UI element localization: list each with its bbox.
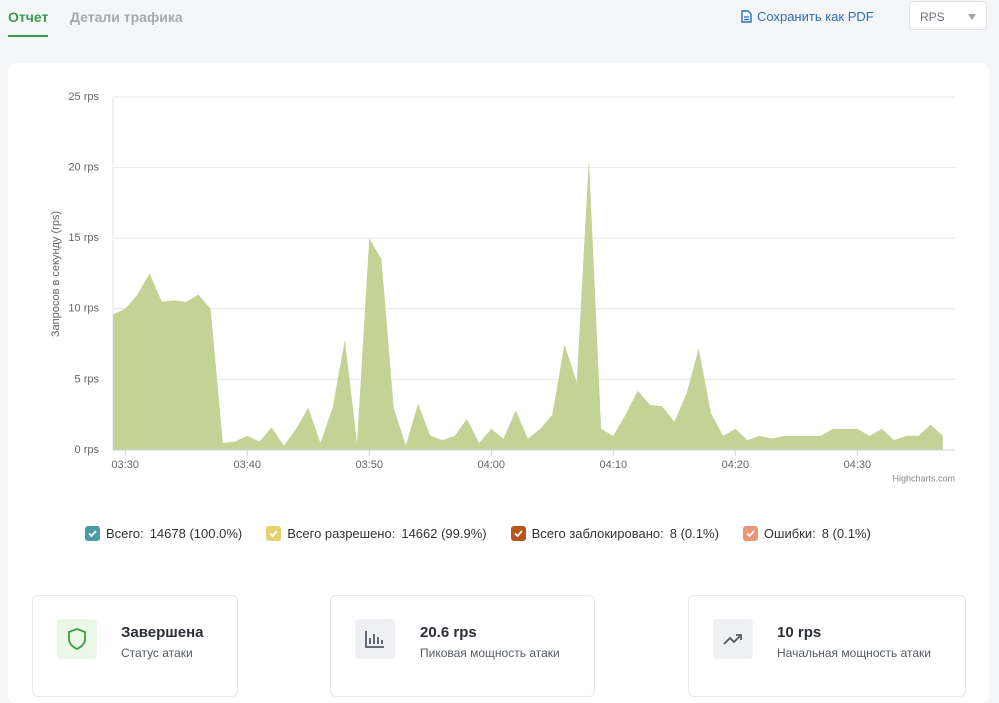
pdf-icon — [741, 10, 752, 23]
legend-label: Всего заблокировано: — [531, 526, 664, 541]
legend-item[interactable]: Всего: 14678 (100.0%) — [85, 526, 242, 541]
y-tick-label: 15 rps — [68, 232, 99, 244]
y-tick-label: 10 rps — [68, 303, 99, 315]
legend-label: Всего разрешено: — [287, 526, 396, 541]
trend-icon — [713, 619, 753, 659]
x-tick-label: 04:20 — [722, 459, 750, 471]
y-tick-label: 0 rps — [75, 444, 100, 456]
x-tick-label: 04:10 — [600, 459, 628, 471]
x-tick-label: 03:30 — [111, 459, 139, 471]
legend-label: Всего: — [106, 526, 144, 541]
legend-item[interactable]: Всего разрешено: 14662 (99.9%) — [266, 526, 487, 541]
stat-label: Начальная мощность атаки — [777, 646, 931, 660]
legend-value: 8 (0.1%) — [821, 526, 871, 541]
y-tick-label: 20 rps — [68, 162, 99, 174]
area — [113, 159, 943, 451]
legend-checkbox — [742, 526, 758, 541]
stat-label: Статус атаки — [121, 646, 193, 660]
check — [746, 530, 755, 538]
check — [269, 530, 278, 538]
stat-card: 10 rps Начальная мощность атаки — [688, 595, 966, 697]
metric-select[interactable]: RPS — [909, 1, 987, 30]
stat-card: 20.6 rps Пиковая мощность атаки — [330, 595, 595, 697]
x-tick-label: 03:50 — [355, 459, 383, 471]
check — [88, 530, 97, 538]
x-tick-label: 04:30 — [844, 459, 872, 471]
check — [513, 530, 523, 538]
credits: Highcharts.com — [892, 473, 955, 483]
legend-value: 14678 (100.0%) — [149, 526, 243, 541]
legend-item[interactable]: Ошибки: 8 (0.1%) — [742, 526, 871, 541]
legend-item[interactable]: Всего заблокировано: 8 (0.1%) — [510, 526, 719, 541]
stat-card: Завершена Статус атаки — [32, 595, 238, 697]
legend-value: 8 (0.1%) — [669, 526, 719, 541]
stat-value: Завершена — [121, 624, 204, 641]
shield-icon — [57, 619, 97, 659]
tab[interactable]: Отчет — [8, 9, 49, 37]
save-pdf-label: Сохранить как PDF — [757, 9, 874, 24]
legend-checkbox — [85, 526, 100, 541]
stat-value: 20.6 rps — [420, 624, 477, 641]
y-tick-label: 5 rps — [75, 373, 100, 385]
y-tick-label: 25 rps — [68, 91, 99, 103]
stat-value: 10 rps — [777, 624, 822, 641]
save-pdf-button[interactable]: Сохранить как PDF — [741, 9, 874, 24]
bars-icon — [355, 619, 395, 659]
chart: Запросов в секунду (rps) Highcharts.com … — [50, 91, 955, 483]
legend: Всего: 14678 (100.0%) Всего разрешено: 1466… — [85, 526, 871, 541]
legend-checkbox — [510, 526, 526, 541]
y-axis-label: Запросов в секунду (rps) — [50, 211, 62, 337]
x-tick-label: 04:00 — [478, 459, 506, 471]
legend-value: 14662 (99.9%) — [401, 526, 487, 541]
stat-label: Пиковая мощность атаки — [420, 646, 560, 660]
legend-label: Ошибки: — [763, 526, 816, 541]
legend-checkbox — [266, 526, 282, 541]
page: Отчет Детали трафика Сохранить как PDF R… — [8, 1, 987, 697]
tab[interactable]: Детали трафика — [70, 9, 183, 25]
x-tick-label: 03:40 — [233, 459, 261, 471]
